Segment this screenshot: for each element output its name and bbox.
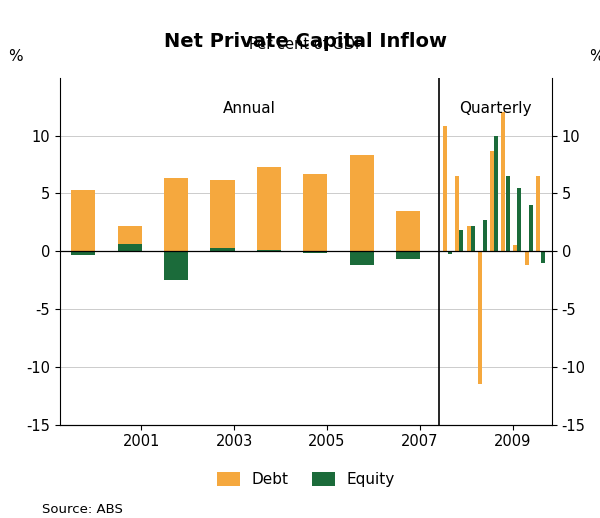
Bar — [490, 151, 494, 251]
Bar — [524, 251, 529, 265]
Bar — [71, 190, 95, 251]
Bar — [257, 250, 281, 251]
Bar — [536, 176, 540, 251]
Bar — [396, 211, 420, 251]
Text: Quarterly: Quarterly — [460, 101, 532, 116]
Bar — [443, 126, 448, 251]
Bar — [211, 248, 235, 251]
Bar — [482, 220, 487, 251]
Bar — [396, 251, 420, 259]
Bar — [517, 188, 521, 251]
Bar — [513, 246, 517, 251]
Bar — [71, 251, 95, 255]
Bar — [350, 155, 374, 251]
Bar — [118, 243, 142, 251]
Bar — [506, 176, 510, 251]
Bar — [211, 180, 235, 251]
Bar — [502, 112, 505, 251]
Bar — [494, 136, 498, 251]
Text: %: % — [589, 49, 600, 64]
Bar — [478, 251, 482, 384]
Bar — [164, 178, 188, 251]
Bar — [350, 251, 374, 265]
Bar — [467, 226, 470, 251]
Text: %: % — [8, 49, 23, 64]
Bar — [303, 174, 328, 251]
Bar — [541, 251, 545, 263]
Text: Per cent of GDP: Per cent of GDP — [248, 37, 364, 52]
Text: Source: ABS: Source: ABS — [42, 503, 123, 516]
Bar — [529, 205, 533, 251]
Bar — [257, 167, 281, 251]
Bar — [448, 251, 452, 253]
Title: Net Private Capital Inflow: Net Private Capital Inflow — [164, 32, 448, 51]
Bar — [471, 226, 475, 251]
Bar — [460, 231, 463, 251]
Bar — [118, 226, 142, 251]
Text: Annual: Annual — [223, 101, 276, 116]
Bar — [164, 251, 188, 280]
Bar — [303, 251, 328, 253]
Bar — [455, 176, 459, 251]
Legend: Debt, Equity: Debt, Equity — [211, 466, 401, 494]
